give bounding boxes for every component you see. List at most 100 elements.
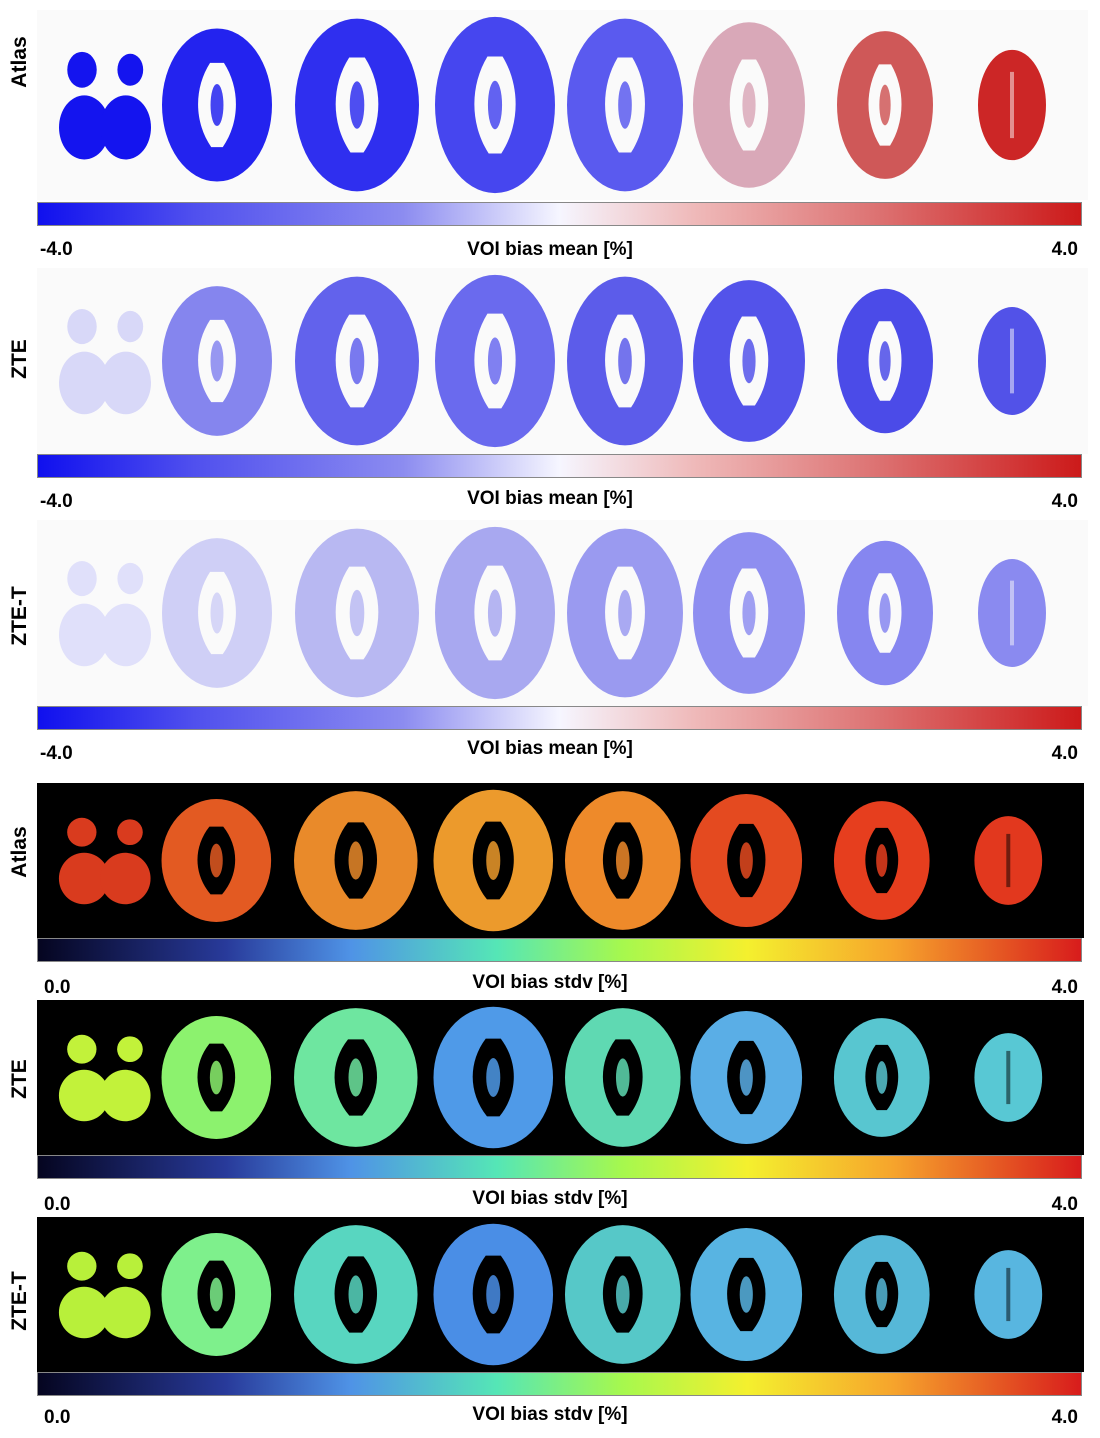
- brain-region: [58, 1069, 110, 1122]
- brain-slice-3: [294, 1225, 418, 1364]
- brain-region: [100, 95, 151, 160]
- brain-slice-5: [564, 1225, 681, 1364]
- colorbar-title: VOI bias mean [%]: [467, 488, 633, 509]
- deep-gray-matter: [486, 1275, 501, 1314]
- colorbar-min: 0.0: [44, 1407, 71, 1428]
- deep-gray-matter: [615, 841, 630, 880]
- colorbar-min: -4.0: [40, 239, 73, 260]
- brain-slice-2: [161, 1233, 272, 1356]
- brain-slice-7: [833, 1235, 930, 1354]
- deep-gray-matter: [876, 844, 888, 877]
- panel-zte-mean: ZTE -4.0 VOI bias mean [%] 4.0: [0, 262, 1100, 514]
- brain-slice-8: [974, 1033, 1043, 1122]
- brain-slice-2: [161, 1016, 272, 1139]
- colorbar-min: -4.0: [40, 491, 73, 512]
- brain-slice-6: [690, 794, 803, 927]
- brain-slices-svg: [59, 274, 1046, 448]
- panel-zte-stdv: ZTE 0.0 VOI bias stdv [%] 4.0: [0, 1000, 1100, 1215]
- colorbar-max: 4.0: [1051, 1407, 1078, 1428]
- colorbar-title: VOI bias mean [%]: [467, 738, 633, 759]
- colorbar: [37, 454, 1082, 478]
- row-label: ZTE: [8, 1059, 31, 1099]
- brain-slice-3: [295, 18, 419, 192]
- brain-slice-4: [435, 526, 555, 700]
- brain-slice-7: [833, 1018, 930, 1137]
- brain-slice-3: [294, 1008, 418, 1147]
- brain-slice-5: [564, 1008, 681, 1147]
- deep-gray-matter: [742, 338, 756, 384]
- deep-gray-matter: [879, 341, 891, 381]
- brain-slice-7: [837, 31, 933, 179]
- brain-region: [100, 1286, 151, 1339]
- brain-region: [100, 351, 151, 415]
- brain-slice-8: [978, 307, 1046, 415]
- row-label: ZTE-T: [8, 586, 31, 646]
- deep-gray-matter: [210, 340, 224, 382]
- deep-gray-matter: [348, 1275, 364, 1314]
- deep-gray-matter: [348, 841, 364, 880]
- brain-slice-3: [295, 528, 419, 698]
- fissure: [1010, 328, 1014, 394]
- deep-gray-matter: [348, 1058, 364, 1097]
- brain-region: [100, 603, 151, 667]
- deep-gray-matter: [487, 589, 503, 637]
- brain-region: [67, 309, 97, 345]
- brain-slice-5: [564, 791, 681, 930]
- brain-region: [100, 1069, 151, 1122]
- brain-region: [59, 603, 110, 667]
- fissure: [1006, 1050, 1011, 1105]
- brain-slice-4: [435, 16, 555, 194]
- colorbar: [37, 706, 1082, 730]
- deep-gray-matter: [209, 843, 223, 878]
- deep-gray-matter: [210, 592, 224, 634]
- row-label: Atlas: [8, 826, 31, 878]
- brain-slice-8: [978, 49, 1046, 161]
- brain-region: [67, 561, 97, 597]
- deep-gray-matter: [486, 841, 501, 880]
- brain-slice-6: [693, 532, 805, 694]
- brain-slice-1: [58, 1034, 151, 1122]
- deep-gray-matter: [618, 589, 632, 637]
- brain-slice-5: [567, 18, 683, 192]
- deep-gray-matter: [739, 1059, 753, 1096]
- panel-atlas-mean: Atlas -4.0 VOI bias mean [%] 4.0: [0, 10, 1100, 262]
- deep-gray-matter: [618, 337, 632, 385]
- brain-slices-svg: [58, 1223, 1043, 1366]
- brain-slice-8: [978, 559, 1046, 667]
- brain-slice-6: [693, 280, 805, 442]
- brain-region: [117, 1036, 143, 1063]
- brain-slice-1: [59, 309, 151, 415]
- brain-slice-4: [435, 274, 555, 448]
- brain-slice-1: [59, 561, 151, 667]
- deep-gray-matter: [739, 842, 753, 879]
- deep-gray-matter: [876, 1061, 888, 1094]
- brain-slices-strip: [37, 783, 1084, 938]
- brain-slice-7: [833, 801, 930, 920]
- deep-gray-matter: [209, 1060, 223, 1095]
- row-label: ZTE-T: [8, 1271, 31, 1331]
- panel-atlas-stdv: Atlas 0.0 VOI bias stdv [%] 4.0: [0, 783, 1100, 998]
- brain-slices-strip: [37, 268, 1088, 454]
- deep-gray-matter: [879, 593, 891, 633]
- colorbar-title: VOI bias stdv [%]: [472, 972, 628, 993]
- brain-slices-svg: [59, 526, 1046, 700]
- brain-region: [59, 351, 110, 415]
- colorbar-title: VOI bias stdv [%]: [472, 1404, 628, 1425]
- colorbar-title: VOI bias mean [%]: [467, 239, 633, 260]
- fissure: [1010, 71, 1014, 139]
- brain-slice-2: [162, 28, 272, 182]
- brain-slice-4: [433, 789, 554, 932]
- colorbar-min: 0.0: [44, 1194, 71, 1215]
- colorbar-min: -4.0: [40, 743, 73, 764]
- brain-slice-1: [59, 51, 151, 160]
- brain-slice-1: [58, 1251, 151, 1339]
- brain-slice-1: [58, 817, 151, 905]
- brain-region: [117, 1253, 143, 1280]
- deep-gray-matter: [349, 81, 365, 129]
- deep-gray-matter: [615, 1058, 630, 1097]
- row-label: Atlas: [8, 36, 31, 88]
- colorbar: [37, 1155, 1082, 1179]
- fissure: [1010, 580, 1014, 646]
- brain-region: [100, 852, 151, 905]
- panel-zte-t-mean: ZTE-T -4.0 VOI bias mean [%] 4.0: [0, 514, 1100, 766]
